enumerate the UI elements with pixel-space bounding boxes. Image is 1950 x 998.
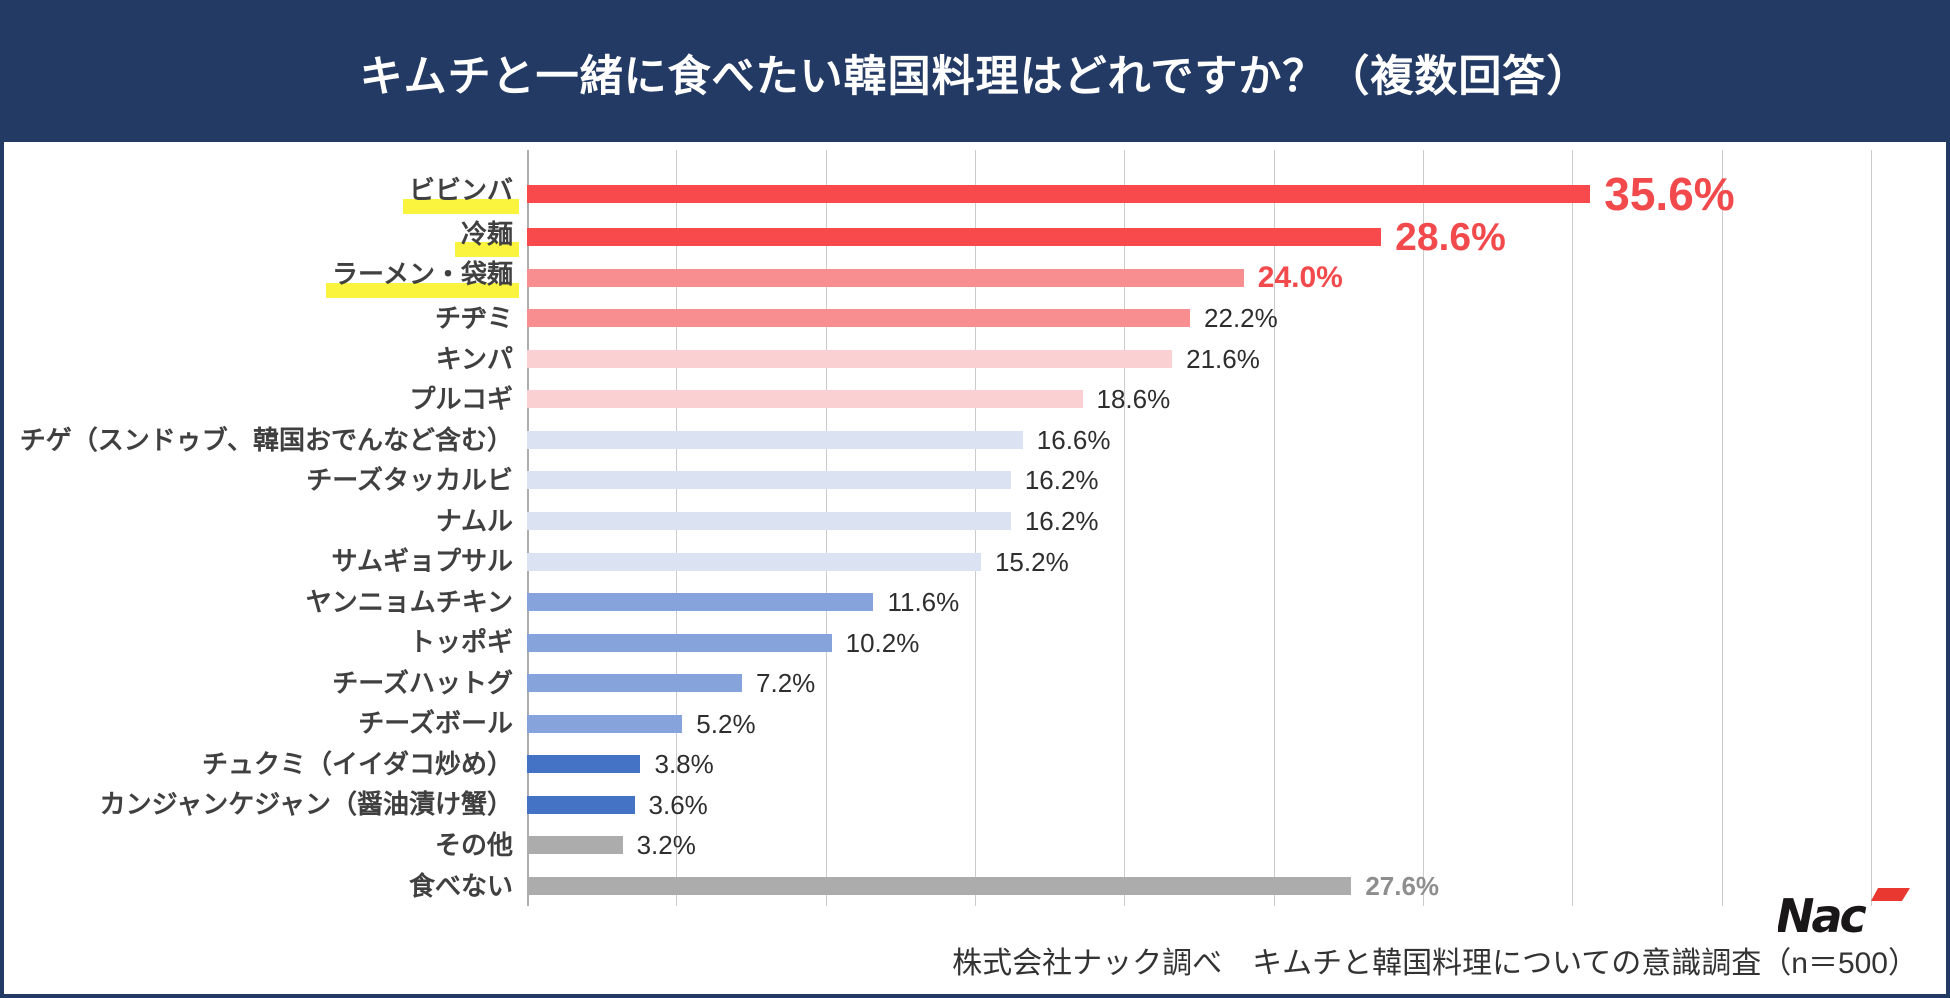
bar xyxy=(527,185,1591,203)
category-label: プルコギ xyxy=(409,384,513,415)
chart-row: 冷麺 28.6% xyxy=(454,215,1871,259)
chart-row: 食べない 27.6% xyxy=(409,866,1871,907)
bar xyxy=(527,390,1083,409)
chart-row: チュクミ（イイダコ炒め） 3.8% xyxy=(202,744,1871,785)
category-label: その他 xyxy=(434,829,513,860)
bar xyxy=(527,511,1011,530)
category-label: サムギョプサル xyxy=(331,546,513,577)
category-label: 食べない xyxy=(408,870,513,901)
chart-row: キンパ 21.6% xyxy=(436,339,1871,380)
header-band: キムチと一緒に食べたい韓国料理はどれですか？（複数回答） xyxy=(4,4,1946,142)
value-label: 22.2% xyxy=(1204,303,1278,334)
gridline xyxy=(1423,150,1424,906)
value-label: 21.6% xyxy=(1186,343,1260,374)
gridline xyxy=(1871,150,1872,906)
chart-row: ヤンニョムチキン 11.6% xyxy=(306,582,1871,623)
value-label: 5.2% xyxy=(696,708,756,739)
chart-row: チーズタッカルビ 16.2% xyxy=(306,460,1871,501)
category-label: キンパ xyxy=(435,343,513,374)
nac-logo: Nac xyxy=(1776,886,1912,943)
value-label: 16.2% xyxy=(1024,465,1099,496)
value-label: 24.0% xyxy=(1257,260,1343,294)
category-label: 冷麺 xyxy=(454,217,519,258)
source-note: 株式会社ナック調べ キムチと韓国料理についての意識調査（n＝500） xyxy=(952,947,1918,980)
bar xyxy=(527,836,623,855)
value-label: 11.6% xyxy=(887,587,960,618)
category-label: チーズタッカルビ xyxy=(306,465,513,496)
category-label: ラーメン・袋麺 xyxy=(326,258,519,298)
value-label: 35.6% xyxy=(1604,168,1735,220)
category-label: チュクミ（イイダコ炒め） xyxy=(202,748,513,779)
chart-row: プルコギ 18.6% xyxy=(410,379,1871,420)
bar xyxy=(527,309,1191,328)
chart-row: ラーメン・袋麺 24.0% xyxy=(326,258,1871,299)
bar xyxy=(527,228,1382,247)
value-label: 16.2% xyxy=(1024,505,1099,536)
category-label: カンジャンケジャン（醤油漬け蟹） xyxy=(99,789,513,820)
value-label: 28.6% xyxy=(1395,215,1506,259)
bar xyxy=(527,349,1173,368)
category-label: チヂミ xyxy=(434,303,513,334)
bar xyxy=(527,552,981,571)
nac-logo-graphic: Nac xyxy=(1776,888,1910,943)
gridline xyxy=(1572,150,1574,906)
bar xyxy=(527,674,743,693)
gridline xyxy=(1124,150,1126,906)
gridline xyxy=(1721,150,1723,906)
chart-row: チーズボール 5.2% xyxy=(358,703,1871,744)
chart-title: キムチと一緒に食べたい韓国料理はどれですか？（複数回答） xyxy=(359,53,1591,101)
value-label: 16.6% xyxy=(1036,424,1111,455)
chart-row: その他 3.2% xyxy=(435,825,1871,866)
category-label: ヤンニョムチキン xyxy=(305,586,513,617)
chart-row: トッポギ 10.2% xyxy=(409,622,1871,663)
bar xyxy=(527,755,641,774)
chart-row: チゲ（スンドゥブ、韓国おでんなど含む） 16.6% xyxy=(20,420,1871,461)
value-label: 18.6% xyxy=(1096,384,1171,415)
bar xyxy=(527,633,832,652)
category-label: トッポギ xyxy=(408,627,513,658)
bar xyxy=(527,430,1023,449)
value-label: 15.2% xyxy=(994,546,1069,577)
bar xyxy=(527,593,874,612)
category-label: チゲ（スンドゥブ、韓国おでんなど含む） xyxy=(19,424,513,455)
plot-area: ビビンバ 35.6% 冷麺 28.6% ラーメン・袋麺 24.0% チヂミ 22.2% キンパ 2… xyxy=(20,168,1871,907)
bar xyxy=(527,268,1244,287)
category-label: ナムル xyxy=(435,505,513,536)
bar xyxy=(527,876,1352,895)
nac-logo-accent xyxy=(1871,888,1910,901)
value-label: 3.8% xyxy=(654,749,714,780)
value-label: 10.2% xyxy=(845,627,920,658)
bar xyxy=(527,795,635,814)
bar xyxy=(527,471,1011,490)
value-label: 3.2% xyxy=(636,830,696,861)
value-label: 3.6% xyxy=(648,789,708,820)
chart-row: チヂミ 22.2% xyxy=(435,298,1871,339)
value-label: 7.2% xyxy=(756,668,816,699)
nac-logo-text: Nac xyxy=(1778,889,1867,936)
category-label: チーズボール xyxy=(358,708,513,739)
chart-row: カンジャンケジャン（醤油漬け蟹） 3.6% xyxy=(100,784,1871,825)
category-label: ビビンバ xyxy=(402,174,519,214)
value-label: 27.6% xyxy=(1365,870,1440,901)
gridline xyxy=(1273,150,1275,906)
bar xyxy=(527,714,683,733)
chart-row: ビビンバ 35.6% xyxy=(402,168,1871,220)
chart-row: ナムル 16.2% xyxy=(436,501,1871,542)
chart-row: サムギョプサル 15.2% xyxy=(332,541,1871,582)
chart-row: チーズハットグ 7.2% xyxy=(332,663,1871,704)
category-label: チーズハットグ xyxy=(332,667,513,698)
